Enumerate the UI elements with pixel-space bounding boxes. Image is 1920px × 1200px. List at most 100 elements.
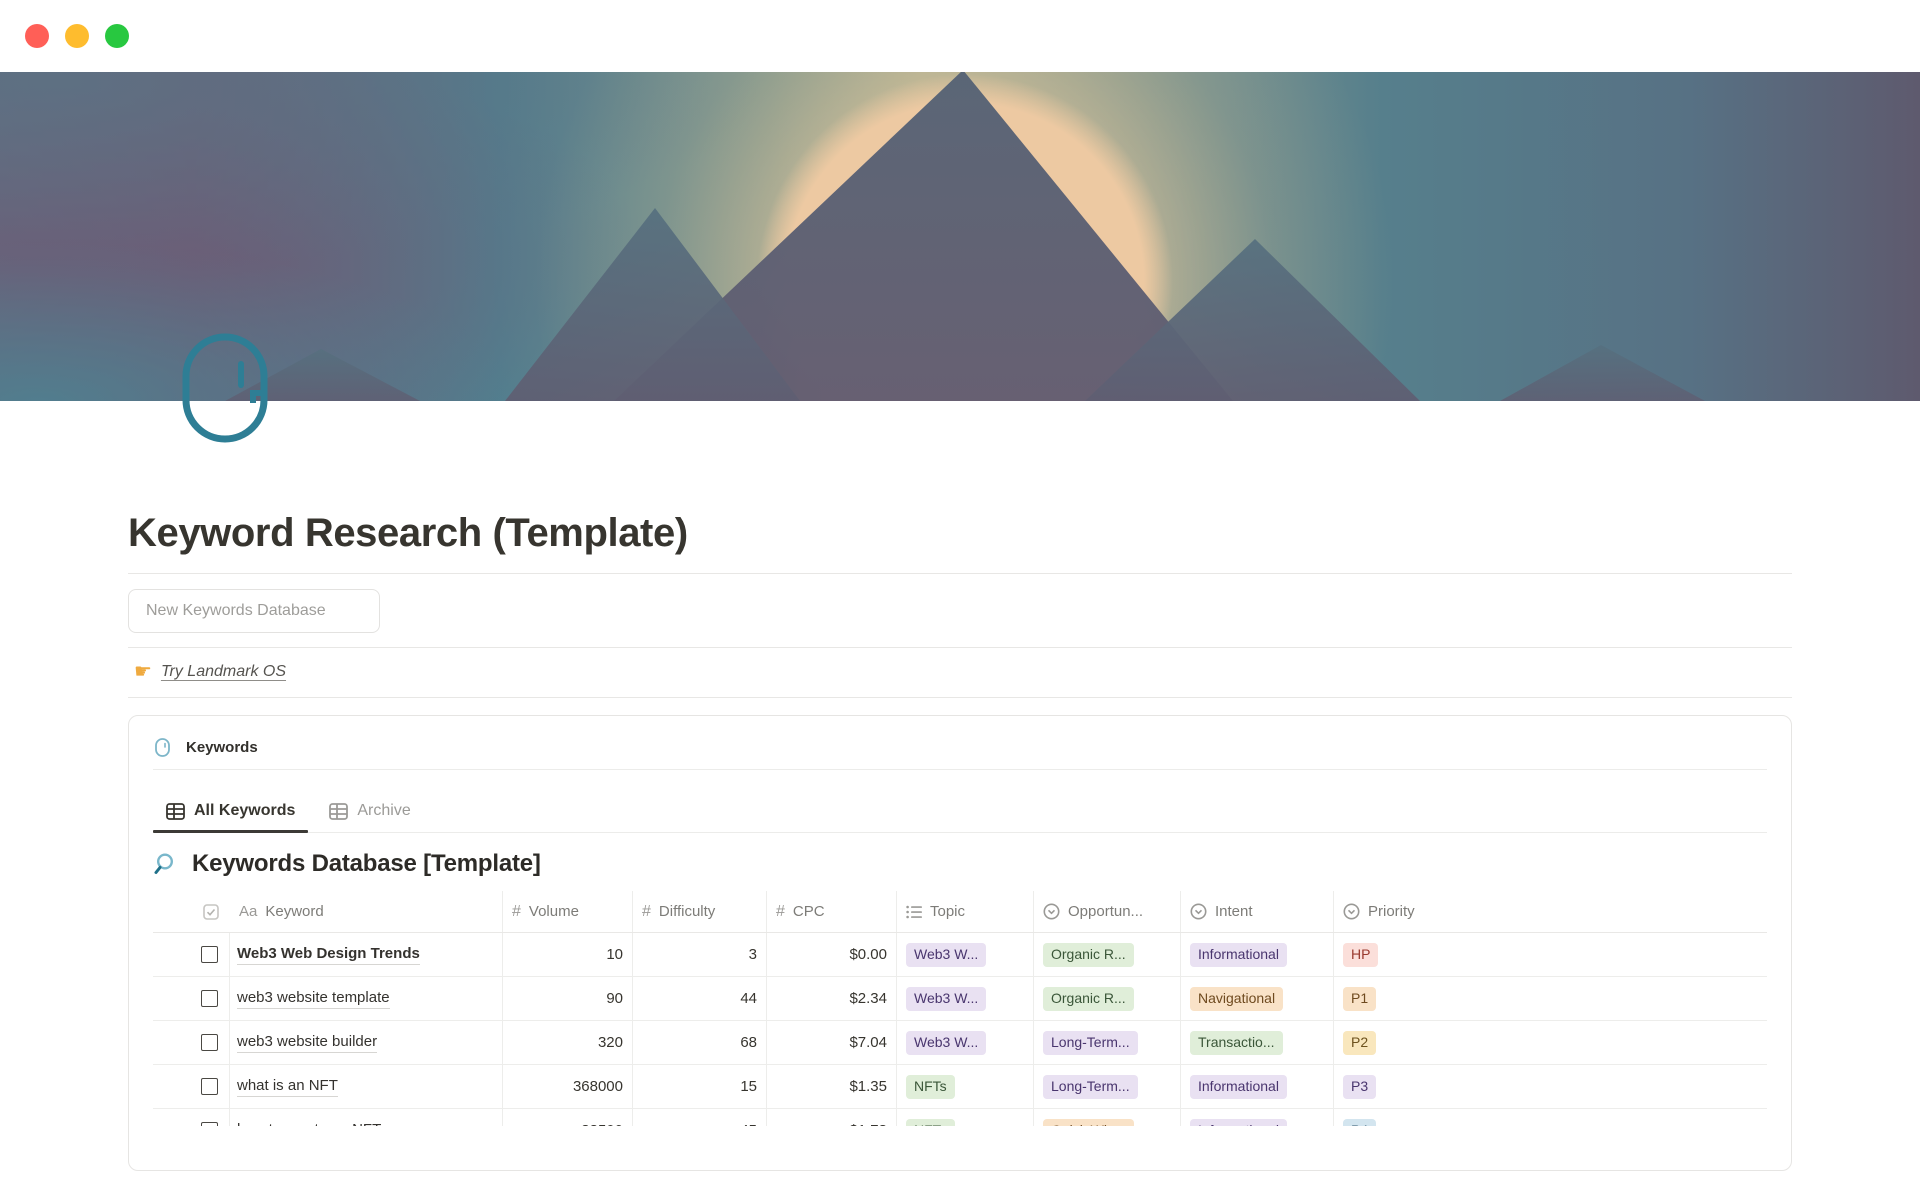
new-keywords-database-button[interactable]: New Keywords Database: [128, 589, 380, 633]
table-view-icon: [166, 802, 185, 820]
opportunity-tag[interactable]: Quick Win...: [1043, 1118, 1135, 1126]
topic-cell[interactable]: NFTs: [897, 1065, 1034, 1108]
keyword-cell[interactable]: web3 website template: [230, 977, 503, 1020]
tab-archive[interactable]: Archive: [316, 802, 423, 832]
row-checkbox[interactable]: [201, 1078, 218, 1095]
page-icon-logo[interactable]: [182, 333, 268, 443]
row-checkbox[interactable]: [201, 1034, 218, 1051]
divider: [153, 769, 1767, 770]
column-header-checkbox[interactable]: [153, 891, 230, 932]
intent-cell[interactable]: Navigational: [1181, 977, 1334, 1020]
cpc-cell[interactable]: $1.35: [767, 1065, 897, 1108]
opportunity-cell[interactable]: Long-Term...: [1034, 1065, 1181, 1108]
topic-tag[interactable]: Web3 W...: [906, 942, 987, 967]
intent-tag[interactable]: Informational: [1190, 942, 1287, 967]
text-property-icon: Aa: [239, 903, 258, 920]
opportunity-cell[interactable]: Organic R...: [1034, 977, 1181, 1020]
intent-cell[interactable]: Informational: [1181, 933, 1334, 976]
opportunity-cell[interactable]: Long-Term...: [1034, 1021, 1181, 1064]
difficulty-cell[interactable]: 44: [633, 977, 767, 1020]
row-checkbox[interactable]: [201, 990, 218, 1007]
row-checkbox[interactable]: [201, 946, 218, 963]
intent-tag[interactable]: Navigational: [1190, 986, 1284, 1011]
volume-cell[interactable]: 90: [503, 977, 633, 1020]
topic-tag[interactable]: Web3 W...: [906, 1030, 987, 1055]
opportunity-cell[interactable]: Organic R...: [1034, 933, 1181, 976]
difficulty-cell[interactable]: 68: [633, 1021, 767, 1064]
table-row-partial: how to create an NFT 33500 45 $1.78 NFTs…: [153, 1109, 1767, 1126]
opportunity-tag[interactable]: Organic R...: [1043, 942, 1134, 967]
topic-cell[interactable]: Web3 W...: [897, 933, 1034, 976]
priority-tag[interactable]: HP: [1343, 942, 1379, 967]
database-heading-row: Keywords Database [Template]: [153, 833, 1767, 891]
page-title[interactable]: Keyword Research (Template): [128, 511, 688, 555]
column-header-volume[interactable]: # Volume: [503, 891, 633, 932]
priority-cell[interactable]: P4: [1334, 1109, 1767, 1126]
keyword-cell[interactable]: web3 website builder: [230, 1021, 503, 1064]
volume-cell[interactable]: 10: [503, 933, 633, 976]
column-header-opportunity[interactable]: Opportun...: [1034, 891, 1181, 932]
table-row: web3 website builder 320 68 $7.04 Web3 W…: [153, 1021, 1767, 1065]
volume-cell[interactable]: 368000: [503, 1065, 633, 1108]
topic-cell[interactable]: Web3 W...: [897, 977, 1034, 1020]
row-checkbox[interactable]: [201, 1122, 218, 1126]
difficulty-cell[interactable]: 45: [633, 1109, 767, 1126]
opportunity-tag[interactable]: Long-Term...: [1043, 1074, 1138, 1099]
intent-cell[interactable]: Informational: [1181, 1109, 1334, 1126]
column-label: Opportun...: [1068, 903, 1144, 920]
volume-cell[interactable]: 320: [503, 1021, 633, 1064]
database-title[interactable]: Keywords Database [Template]: [192, 850, 541, 877]
column-header-intent[interactable]: Intent: [1181, 891, 1334, 932]
topic-tag[interactable]: NFTs: [906, 1074, 955, 1099]
column-header-cpc[interactable]: # CPC: [767, 891, 897, 932]
cpc-cell[interactable]: $2.34: [767, 977, 897, 1020]
difficulty-cell[interactable]: 3: [633, 933, 767, 976]
intent-tag[interactable]: Informational: [1190, 1074, 1287, 1099]
priority-tag[interactable]: P4: [1343, 1118, 1377, 1126]
difficulty-cell[interactable]: 15: [633, 1065, 767, 1108]
opportunity-tag[interactable]: Long-Term...: [1043, 1030, 1138, 1055]
intent-tag[interactable]: Transactio...: [1190, 1030, 1283, 1055]
try-landmark-os-link[interactable]: Try Landmark OS: [160, 663, 287, 680]
cpc-cell[interactable]: $1.78: [767, 1109, 897, 1126]
intent-tag[interactable]: Informational: [1190, 1118, 1287, 1126]
column-label: CPC: [792, 903, 825, 920]
intent-cell[interactable]: Informational: [1181, 1065, 1334, 1108]
column-header-priority[interactable]: Priority: [1334, 891, 1767, 932]
tab-all-keywords[interactable]: All Keywords: [153, 802, 309, 833]
opportunity-tag[interactable]: Organic R...: [1043, 986, 1134, 1011]
checkbox-check-icon: [203, 903, 219, 920]
priority-tag[interactable]: P2: [1343, 1030, 1377, 1055]
view-tabs: All Keywords Archive: [153, 770, 1767, 833]
close-window-button[interactable]: [25, 24, 49, 48]
opportunity-cell[interactable]: Quick Win...: [1034, 1109, 1181, 1126]
priority-cell[interactable]: P3: [1334, 1065, 1767, 1108]
keyword-cell[interactable]: how to create an NFT: [230, 1109, 503, 1126]
volume-cell[interactable]: 33500: [503, 1109, 633, 1126]
topic-tag[interactable]: Web3 W...: [906, 986, 987, 1011]
priority-tag[interactable]: P3: [1343, 1074, 1377, 1099]
capsule-logo-icon: [182, 333, 268, 443]
keyword-cell[interactable]: Web3 Web Design Trends: [230, 933, 503, 976]
cpc-cell[interactable]: $7.04: [767, 1021, 897, 1064]
cpc-cell[interactable]: $0.00: [767, 933, 897, 976]
column-header-keyword[interactable]: Aa Keyword: [230, 891, 503, 932]
topic-cell[interactable]: NFTs: [897, 1109, 1034, 1126]
promo-link-row: ☛ Try Landmark OS: [128, 648, 1792, 697]
minimize-window-button[interactable]: [65, 24, 89, 48]
priority-tag[interactable]: P1: [1343, 986, 1377, 1011]
topic-cell[interactable]: Web3 W...: [897, 1021, 1034, 1064]
priority-cell[interactable]: HP: [1334, 933, 1767, 976]
intent-cell[interactable]: Transactio...: [1181, 1021, 1334, 1064]
new-database-button-label: New Keywords Database: [146, 602, 326, 619]
column-header-difficulty[interactable]: # Difficulty: [633, 891, 767, 932]
topic-tag[interactable]: NFTs: [906, 1118, 955, 1126]
keyword-cell[interactable]: what is an NFT: [230, 1065, 503, 1108]
zoom-window-button[interactable]: [105, 24, 129, 48]
priority-cell[interactable]: P1: [1334, 977, 1767, 1020]
page-content: Keyword Research (Template) New Keywords…: [0, 333, 1920, 1171]
row-select-cell: [153, 933, 230, 976]
window-controls: [25, 24, 129, 48]
priority-cell[interactable]: P2: [1334, 1021, 1767, 1064]
column-header-topic[interactable]: Topic: [897, 891, 1034, 932]
